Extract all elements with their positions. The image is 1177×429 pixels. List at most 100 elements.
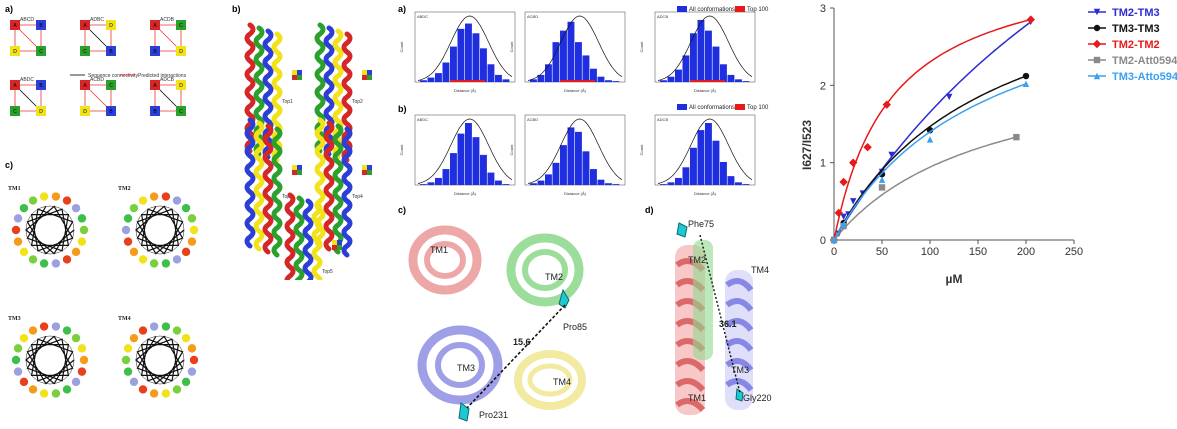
- point-tm3-atto594: [926, 136, 934, 143]
- histogram-bar: [487, 64, 495, 82]
- structure-label: Top5: [322, 269, 333, 275]
- helix-square-B: [106, 46, 116, 56]
- struct-c-tm3-label: TM3: [457, 363, 475, 373]
- histogram-bar: [675, 69, 682, 82]
- helix-square-letter: A: [13, 83, 17, 89]
- residue-dot: [51, 322, 61, 331]
- residue-dot: [28, 196, 38, 205]
- topology-label: ABDC: [20, 77, 34, 83]
- histogram-bar: [605, 80, 612, 82]
- structure-color-key: [337, 245, 342, 250]
- histogram-bar: [567, 127, 575, 185]
- histogram-bar: [727, 176, 735, 185]
- structure-label: Top1: [282, 99, 293, 105]
- histogram-bar: [690, 147, 697, 185]
- distance-histograms: ABDC Distance (Å) Count ACBD Distance (Å) Cou…: [399, 6, 769, 196]
- residue-dot: [62, 385, 72, 394]
- histogram-bar: [705, 123, 712, 185]
- histogram-title: ADCB: [657, 117, 668, 122]
- helix-square-B: [36, 20, 46, 30]
- helix-ribbon: [311, 201, 323, 280]
- topology-label: ACBD: [90, 77, 104, 83]
- residue-dot: [187, 214, 197, 223]
- helix-ribbon: [302, 198, 314, 280]
- histogram-xlabel: Distance (Å): [694, 88, 717, 93]
- struct-d-tm3-label: TM3: [731, 365, 749, 375]
- gly220-residue: [735, 388, 744, 402]
- tm4-helix: [514, 350, 586, 410]
- helix-square-letter: C: [13, 109, 17, 115]
- residue-dot: [149, 192, 159, 201]
- point-tm3-atto594: [1022, 80, 1030, 87]
- histogram-bar: [735, 182, 742, 185]
- x-tick-label: 200: [1017, 246, 1035, 258]
- histogram-bar: [472, 33, 480, 82]
- legend-marker-tm2-tm3: [1093, 8, 1101, 16]
- residue-dot: [138, 385, 148, 394]
- gaussian-fit: [417, 118, 513, 184]
- pro85-residue: [558, 288, 570, 309]
- histogram-bar: [465, 123, 472, 185]
- y-tick-label: 1: [820, 158, 826, 170]
- panel-label-b-hist: b): [398, 104, 407, 114]
- histogram-bar: [705, 30, 712, 82]
- y-tick-label: 3: [820, 3, 826, 15]
- helix-square-letter: C: [179, 23, 183, 29]
- point-tm2-tm3: [840, 213, 847, 220]
- residue-dot: [172, 326, 182, 335]
- residue-dot: [39, 192, 49, 201]
- panel-label-a-hist: a): [398, 4, 407, 14]
- histogram-bar: [450, 46, 457, 82]
- histogram-bar: [530, 183, 537, 185]
- histogram-bar: [435, 73, 442, 82]
- histogram-ylabel: Count: [639, 41, 644, 53]
- wheel-label-tm1: TM1: [8, 186, 21, 192]
- tm1-helix: [408, 225, 482, 295]
- x-tick-label: 0: [831, 246, 837, 258]
- legend-all-text-bottom: All conformations: [689, 105, 735, 111]
- histogram-bar: [582, 55, 590, 82]
- residue-dot: [123, 367, 133, 376]
- histogram-bar: [727, 74, 735, 82]
- histogram-bar: [552, 42, 560, 82]
- helix-square-D: [80, 106, 90, 116]
- helix-ribbon: [323, 120, 335, 252]
- x-tick-label: 100: [921, 246, 939, 258]
- structure-label: Top3: [282, 194, 293, 200]
- helix-ribbon: [244, 117, 256, 249]
- helix-square-letter: B: [153, 49, 157, 55]
- chart-xlabel: µM: [946, 272, 963, 286]
- histogram-bar: [502, 79, 510, 82]
- residue-dot: [13, 237, 23, 246]
- helix-square-letter: C: [83, 49, 87, 55]
- legend-text-tm3-tm3: TM3-TM3: [1112, 23, 1160, 35]
- histogram-bar: [537, 74, 545, 82]
- top100-bars: [560, 80, 595, 82]
- panel-label-a-topology: a): [5, 4, 14, 14]
- structure-label: Top4: [352, 194, 363, 200]
- point-tm3-tm3: [926, 126, 934, 134]
- legend-all-text-top: All conformations: [689, 7, 735, 13]
- histogram-bar: [712, 140, 720, 185]
- wheel-label-tm2: TM2: [118, 186, 131, 192]
- pro231-label: Pro231: [479, 410, 508, 420]
- panel-label-d-struct: d): [645, 205, 654, 215]
- residue-dot: [129, 203, 139, 213]
- legend-marker-tm3-atto594: [1093, 72, 1101, 80]
- wheel-path: [25, 335, 75, 385]
- structure-color-key: [297, 165, 302, 170]
- histogram-bar: [675, 177, 682, 185]
- residue-dot: [11, 225, 21, 235]
- point-tm2-tm2: [863, 143, 872, 152]
- distance-d-label: 36.1: [719, 319, 737, 329]
- helix-square-letter: B: [153, 109, 157, 115]
- residue-dot: [172, 385, 182, 394]
- histogram-title: ABDC: [417, 117, 428, 122]
- helix-square-B: [36, 80, 46, 90]
- structure-color-key: [332, 245, 337, 250]
- helix-ribbon: [341, 126, 353, 258]
- point-tm2-tm3: [850, 198, 857, 205]
- histogram-bar: [560, 145, 567, 185]
- residue-dot: [71, 333, 81, 343]
- histogram-title: ACBD: [527, 117, 538, 122]
